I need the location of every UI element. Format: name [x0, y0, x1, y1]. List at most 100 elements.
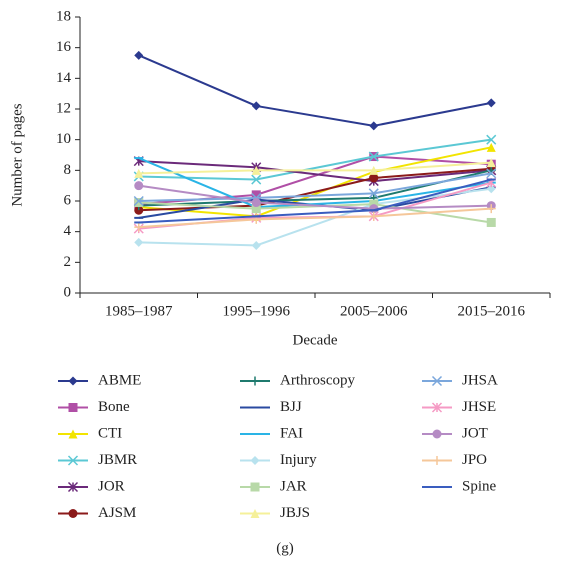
caption: (g) — [276, 540, 294, 556]
legend-label: JAR — [280, 478, 307, 494]
legend-label: JHSE — [462, 399, 496, 415]
series-line — [138, 172, 492, 202]
legend-label: AJSM — [98, 505, 136, 521]
y-tick-label: 0 — [64, 284, 72, 300]
y-tick-label: 16 — [56, 39, 72, 55]
marker — [369, 173, 379, 183]
series-line — [138, 178, 492, 224]
marker — [251, 174, 262, 185]
marker — [68, 403, 78, 412]
legend-label: Bone — [98, 399, 130, 415]
y-tick-label: 8 — [64, 162, 72, 178]
series-line — [138, 207, 492, 229]
marker — [250, 509, 260, 518]
legend-label: JOR — [98, 478, 125, 494]
marker — [134, 237, 144, 247]
y-tick-label: 14 — [56, 70, 72, 86]
legend-label: JBJS — [280, 505, 310, 521]
marker — [369, 211, 379, 221]
series-line — [138, 161, 492, 175]
legend-label: JOT — [462, 425, 488, 441]
legend-item: Injury — [240, 452, 317, 468]
series-line — [138, 54, 492, 127]
legend-label: CTI — [98, 425, 122, 441]
legend-label: Arthroscopy — [280, 372, 355, 388]
legend-label: Spine — [462, 478, 497, 494]
marker — [251, 165, 261, 175]
legend-item: AJSM — [58, 505, 136, 521]
marker — [431, 402, 443, 413]
legend-item: JHSA — [422, 372, 498, 388]
legend-item: JHSE — [422, 399, 496, 415]
marker — [67, 455, 79, 466]
y-tick-label: 10 — [56, 131, 71, 147]
y-tick-label: 12 — [56, 100, 71, 116]
marker — [368, 188, 379, 199]
marker — [134, 181, 144, 191]
marker — [251, 240, 261, 250]
series-line — [138, 187, 492, 247]
legend-item: BJJ — [240, 399, 302, 415]
legend-item: JBMR — [58, 452, 137, 468]
marker — [431, 375, 443, 387]
y-tick-label: 18 — [56, 8, 71, 24]
marker — [486, 98, 496, 108]
legend-item: Bone — [58, 399, 130, 415]
series-line — [138, 146, 492, 218]
legend-item: JAR — [240, 478, 307, 494]
marker — [369, 199, 379, 209]
marker — [250, 456, 260, 465]
marker — [250, 482, 260, 492]
marker — [67, 481, 79, 493]
marker — [134, 198, 144, 208]
legend-label: FAI — [280, 425, 303, 441]
y-axis-label: Number of pages — [9, 103, 25, 206]
marker — [250, 376, 260, 386]
legend-label: JPO — [462, 452, 487, 468]
y-tick-label: 2 — [64, 254, 72, 270]
marker — [486, 184, 496, 194]
legend-item: JOT — [422, 425, 488, 441]
marker — [134, 205, 144, 215]
marker — [68, 429, 78, 439]
legend-label: Injury — [280, 452, 317, 468]
series-line — [138, 184, 492, 210]
marker — [486, 158, 496, 168]
marker — [432, 429, 442, 439]
marker — [369, 165, 379, 175]
marker — [134, 222, 144, 232]
marker — [68, 509, 78, 518]
y-tick-label: 6 — [64, 192, 72, 208]
x-tick-label: 1985–1987 — [105, 303, 173, 319]
marker — [134, 50, 144, 60]
legend-item: FAI — [240, 425, 303, 441]
series-line — [138, 160, 492, 183]
marker — [486, 168, 497, 179]
series-line — [138, 138, 492, 181]
marker — [251, 190, 261, 200]
legend-item: ABME — [58, 372, 141, 388]
marker — [486, 217, 496, 227]
marker — [68, 376, 78, 386]
marker — [368, 151, 379, 162]
legend-item: JPO — [422, 452, 487, 468]
legend-label: BJJ — [280, 399, 302, 415]
legend-label: JHSA — [462, 372, 498, 388]
x-tick-label: 1995–1996 — [223, 303, 291, 319]
legend-item: CTI — [58, 425, 122, 441]
marker — [133, 195, 144, 207]
x-axis-label: Decade — [293, 332, 338, 348]
marker — [432, 456, 442, 465]
x-tick-label: 2015–2016 — [458, 303, 526, 319]
marker — [369, 121, 379, 131]
legend-item: Arthroscopy — [240, 372, 355, 388]
legend-label: ABME — [98, 372, 141, 388]
series-line — [138, 157, 492, 209]
legend-item: JOR — [58, 478, 125, 494]
legend-item: Spine — [422, 478, 497, 494]
marker — [486, 204, 496, 214]
marker — [251, 198, 261, 208]
marker — [251, 204, 261, 214]
